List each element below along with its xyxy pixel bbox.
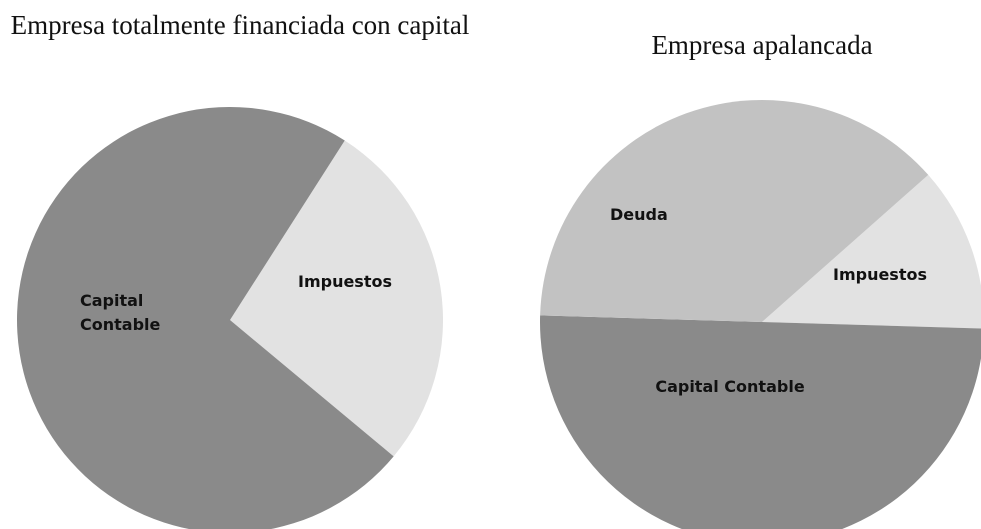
slice-label: Capital Contable xyxy=(655,377,805,396)
chart-title: Empresa apalancada xyxy=(651,30,873,60)
pie-slice xyxy=(230,140,443,457)
slice-label: Impuestos xyxy=(832,265,927,284)
chart-title: Empresa totalmente financiada con capita… xyxy=(10,10,470,40)
slice-label: Deuda xyxy=(610,205,668,224)
pie-slice xyxy=(17,107,394,529)
slice-label: Impuestos xyxy=(297,272,392,291)
pie-slice xyxy=(540,99,929,322)
pie-slice xyxy=(540,315,981,529)
slice-label: Capital Contable xyxy=(80,291,161,334)
pie-slice xyxy=(762,174,981,329)
